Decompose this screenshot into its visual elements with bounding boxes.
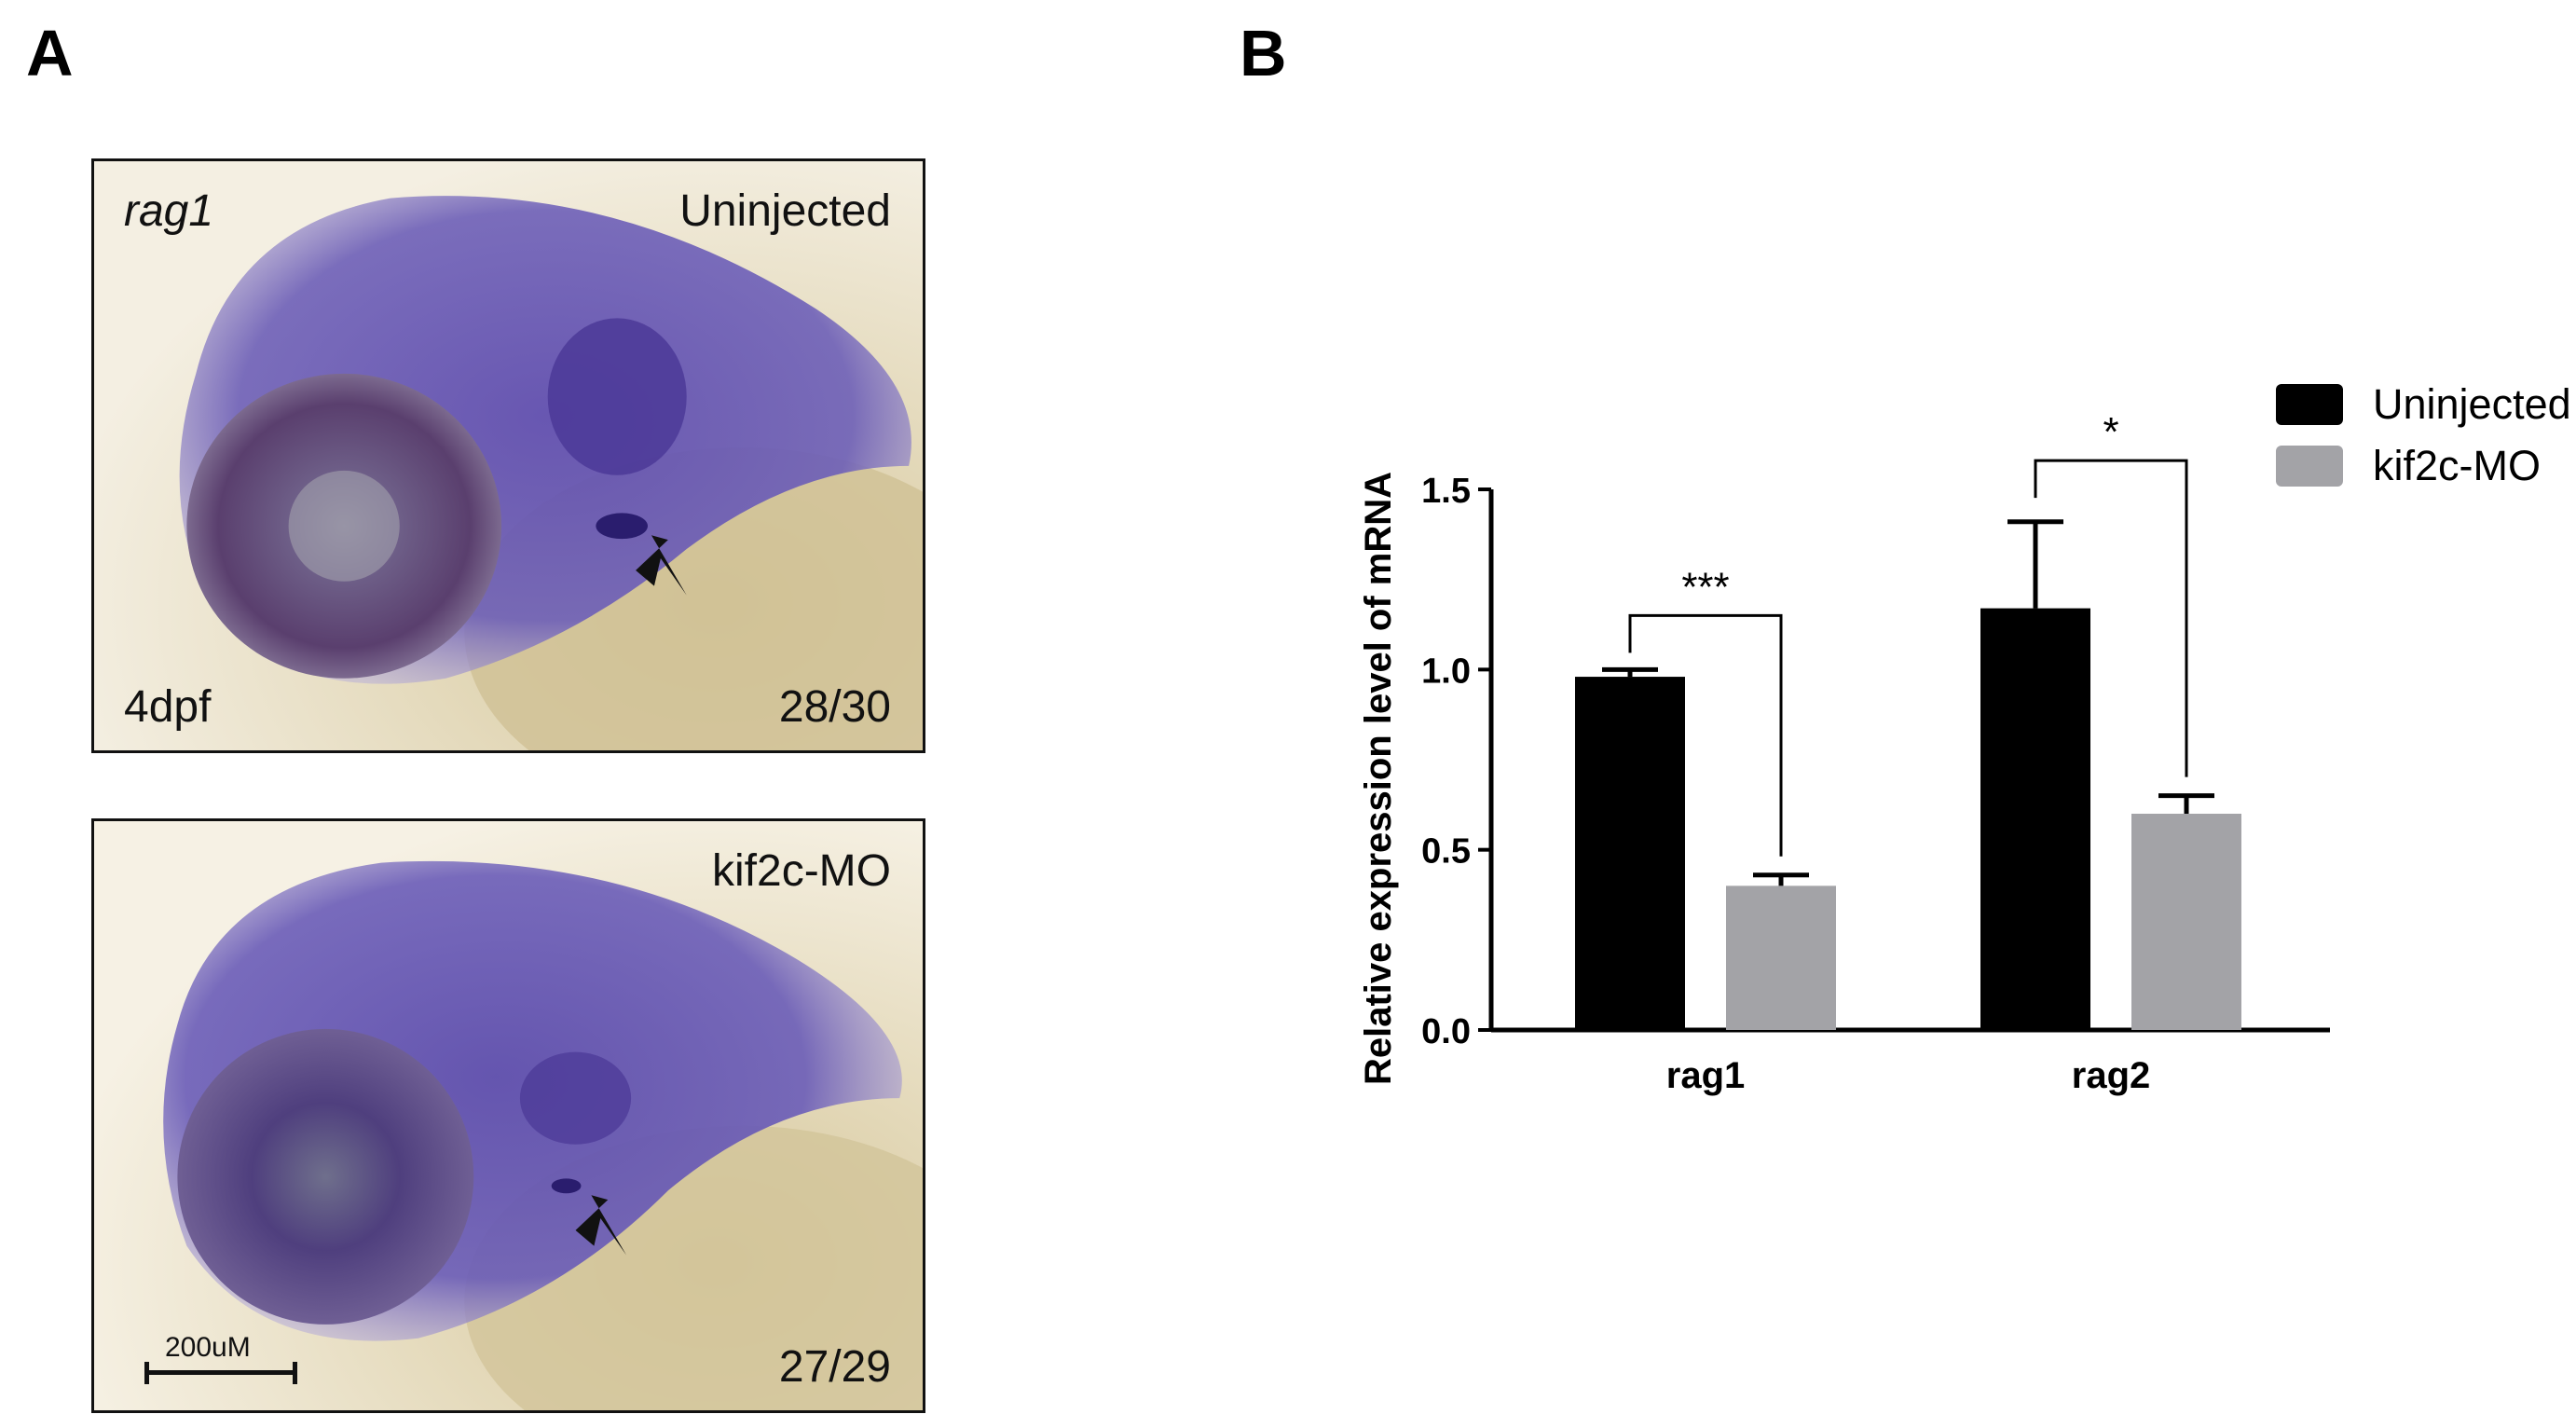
bar-rag2-uninjected xyxy=(1980,608,2090,1030)
stage-label: 4dpf xyxy=(124,682,212,732)
x-tick-label: rag2 xyxy=(2072,1055,2151,1096)
embryo-image xyxy=(94,161,923,750)
count-label: 27/29 xyxy=(778,1342,891,1392)
y-tick-label: 1.5 xyxy=(1421,472,1471,511)
x-tick-label: rag1 xyxy=(1666,1055,1746,1096)
micrograph-kif2c-mo: kif2c-MO 27/29 200uM xyxy=(91,818,925,1413)
scale-bar: 200uM xyxy=(144,1332,297,1384)
y-tick-label: 0.0 xyxy=(1421,1012,1471,1051)
panel-a-label: A xyxy=(26,17,74,89)
bar-rag1-kif2c-mo xyxy=(1726,886,1836,1030)
bar-rag1-uninjected xyxy=(1575,677,1685,1030)
significance-label: * xyxy=(2103,409,2118,455)
chart-canvas: 0.0 0.5 1.0 1.5 Relative expression level of… xyxy=(1358,409,2330,1096)
probe-label: rag1 xyxy=(124,186,214,236)
panel-b-label: B xyxy=(1240,17,1287,89)
embryo-image xyxy=(94,821,923,1410)
legend-label: Uninjected xyxy=(2373,380,2571,428)
bar-chart: 0.0 0.5 1.0 1.5 Relative expression level of… xyxy=(1342,354,2576,1147)
scale-bar-label: 200uM xyxy=(165,1332,251,1363)
condition-label: kif2c-MO xyxy=(712,846,891,896)
significance-bracket xyxy=(1628,613,1783,857)
y-tick-label: 0.5 xyxy=(1421,832,1471,872)
legend-item-uninjected: Uninjected xyxy=(2276,380,2571,429)
y-tick-label: 1.0 xyxy=(1421,652,1471,691)
micrograph-uninjected: rag1 Uninjected 4dpf 28/30 xyxy=(91,158,925,753)
significance-bracket xyxy=(2034,459,2188,777)
legend-swatch xyxy=(2276,384,2343,425)
significance-label: *** xyxy=(1681,564,1729,610)
legend-item-kif2c-mo: kif2c-MO xyxy=(2276,442,2541,490)
count-label: 28/30 xyxy=(778,682,891,732)
condition-label: Uninjected xyxy=(679,186,891,236)
y-axis-title: Relative expression level of mRNA xyxy=(1358,472,1399,1085)
legend-label: kif2c-MO xyxy=(2373,442,2541,489)
bar-rag2-kif2c-mo xyxy=(2131,814,2241,1030)
legend-swatch xyxy=(2276,446,2343,487)
